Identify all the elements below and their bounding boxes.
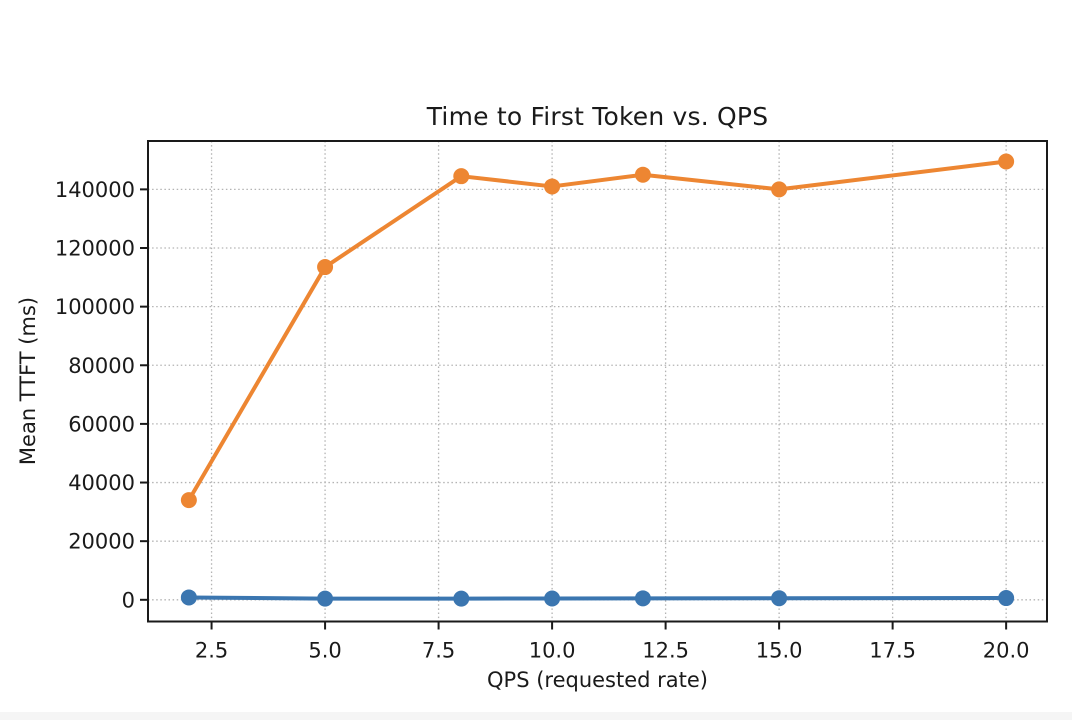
y-tick-label: 60000 xyxy=(68,412,135,436)
x-tick-label: 15.0 xyxy=(756,639,803,663)
x-tick-label: 20.0 xyxy=(983,639,1030,663)
footer-strip xyxy=(0,712,1072,720)
data-point xyxy=(317,259,334,276)
x-tick-label: 10.0 xyxy=(529,639,576,663)
y-tick-label: 20000 xyxy=(68,530,135,554)
data-point xyxy=(317,590,334,607)
x-tick-label: 2.5 xyxy=(195,639,228,663)
y-tick-label: 80000 xyxy=(68,354,135,378)
data-point xyxy=(180,492,197,509)
data-point xyxy=(634,166,651,183)
data-point xyxy=(771,181,788,198)
data-point xyxy=(544,590,561,607)
x-tick-label: 12.5 xyxy=(642,639,689,663)
data-point xyxy=(453,590,470,607)
data-point xyxy=(998,590,1015,607)
data-point xyxy=(453,168,470,185)
data-point xyxy=(998,153,1015,170)
x-tick-label: 17.5 xyxy=(869,639,916,663)
data-point xyxy=(544,178,561,195)
data-point xyxy=(634,590,651,607)
data-point xyxy=(771,590,788,607)
y-tick-label: 40000 xyxy=(68,471,135,495)
y-tick-label: 100000 xyxy=(55,295,135,319)
x-tick-label: 7.5 xyxy=(422,639,455,663)
x-axis-label: QPS (requested rate) xyxy=(487,668,708,692)
y-tick-label: 120000 xyxy=(55,237,135,261)
y-tick-label: 0 xyxy=(122,588,135,612)
chart-title: Time to First Token vs. QPS xyxy=(426,102,769,131)
series-line xyxy=(186,159,1009,503)
x-tick-label: 5.0 xyxy=(308,639,341,663)
series-line xyxy=(186,595,1009,601)
data-point xyxy=(180,589,197,606)
plot-spines xyxy=(147,140,1048,623)
y-tick-label: 140000 xyxy=(55,178,135,202)
